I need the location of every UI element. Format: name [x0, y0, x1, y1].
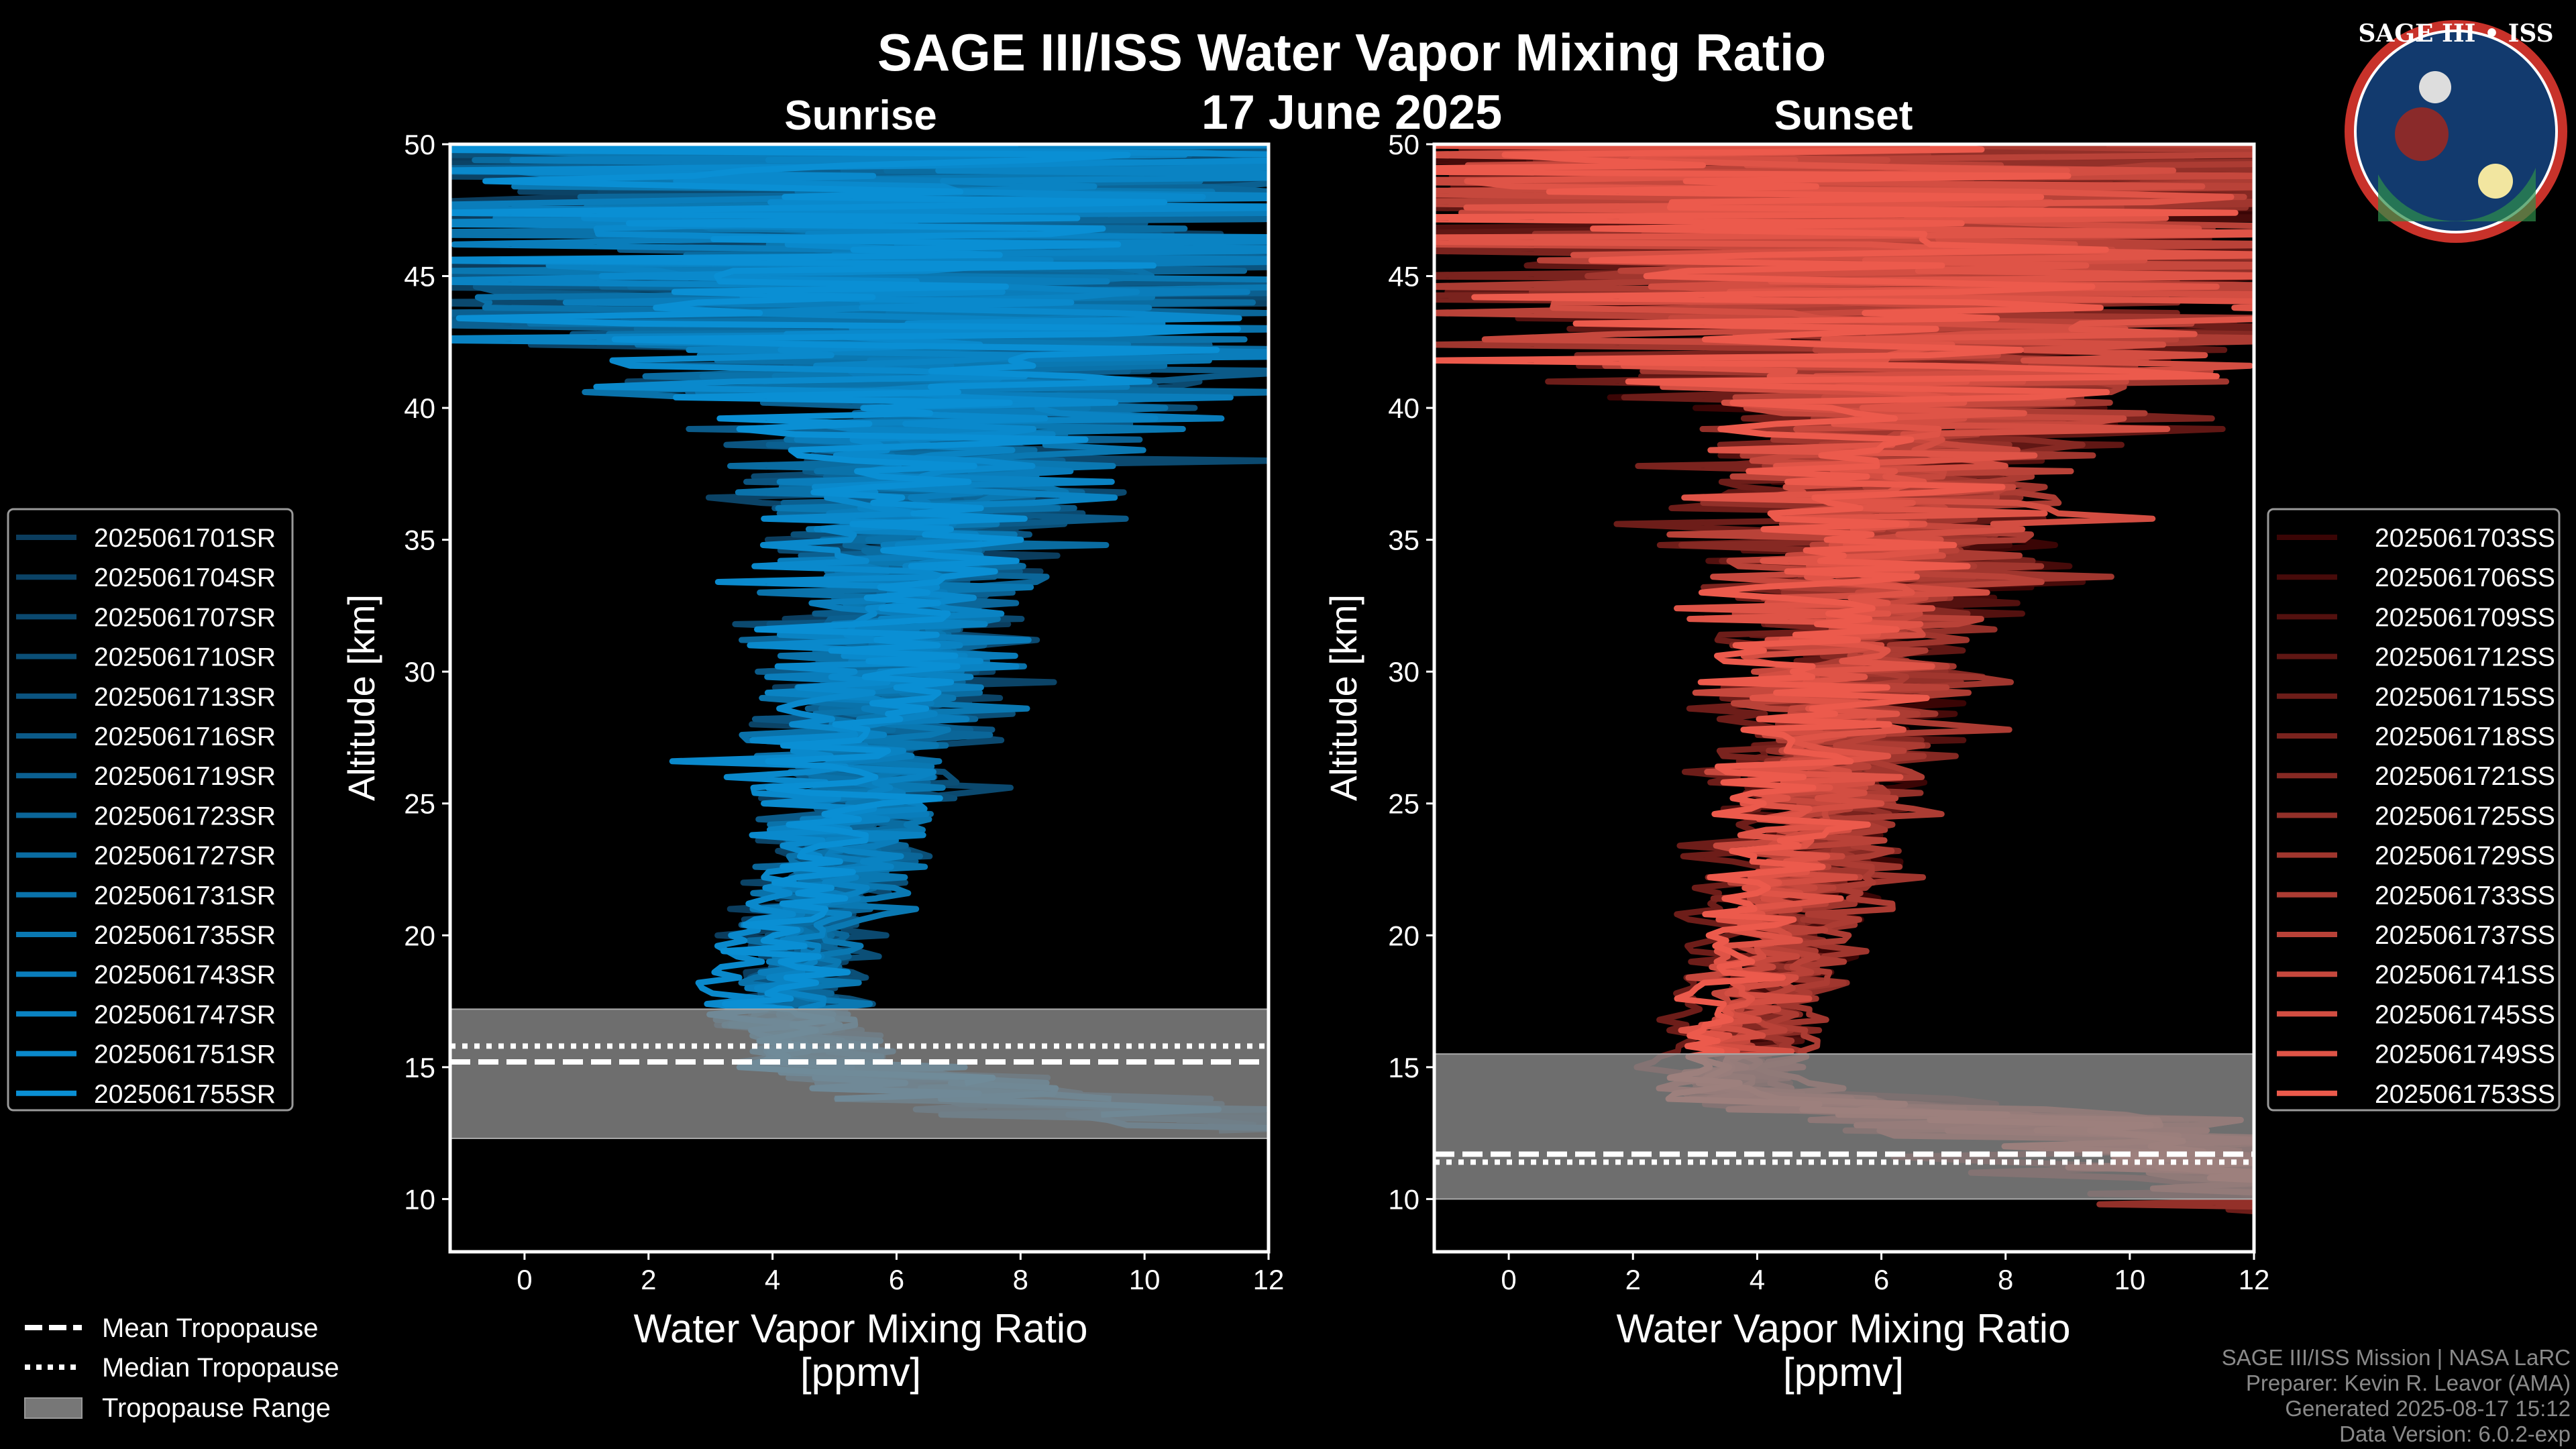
- legend-label: 2025061709SS: [2375, 603, 2555, 632]
- credit-line: Generated 2025-08-17 15:12: [2285, 1396, 2571, 1421]
- legend-mean-tropopause: Mean Tropopause: [102, 1313, 318, 1343]
- y-tick-label: 35: [404, 525, 435, 556]
- x-tick-label: 12: [2239, 1264, 2270, 1295]
- y-tick-label: 40: [404, 392, 435, 424]
- y-tick-label: 25: [1388, 788, 1419, 820]
- legend-label: 2025061755SR: [94, 1080, 276, 1109]
- x-tick-label: 4: [1750, 1264, 1765, 1295]
- y-tick-label: 20: [1388, 920, 1419, 951]
- legend-tropopause-range: Tropopause Range: [102, 1393, 331, 1423]
- legend-label: 2025061753SS: [2375, 1080, 2555, 1109]
- legend-label: 2025061723SR: [94, 802, 276, 830]
- legend-label: 2025061751SR: [94, 1040, 276, 1069]
- x-tick-label: 10: [1129, 1264, 1161, 1295]
- legend-label: 2025061704SR: [94, 564, 276, 592]
- x-tick-label: 0: [1501, 1264, 1516, 1295]
- legend-label: 2025061703SS: [2375, 524, 2555, 553]
- y-tick-label: 35: [1388, 525, 1419, 556]
- y-tick-label: 45: [1388, 261, 1419, 292]
- legend-label: 2025061725SS: [2375, 802, 2555, 830]
- y-tick-label: 15: [404, 1052, 435, 1083]
- legend-label: 2025061741SS: [2375, 961, 2555, 989]
- y-axis-label-sunrise: Altitude [km]: [340, 594, 382, 801]
- legend-label: 2025061745SS: [2375, 1000, 2555, 1029]
- y-tick-label: 10: [404, 1183, 435, 1215]
- y-tick-label: 10: [1388, 1183, 1419, 1215]
- legend-tropopause-range-swatch: [24, 1397, 83, 1419]
- x-tick-label: 4: [765, 1264, 780, 1295]
- credit-line: Data Version: 6.0.2-exp: [2339, 1421, 2571, 1446]
- sunrise-plot: 0 2 4 6 8 10 12 10 15 20 25 30 35 40 45 50: [404, 129, 1285, 1295]
- legend-label: 2025061733SS: [2375, 881, 2555, 910]
- x-tick-label: 6: [889, 1264, 904, 1295]
- axes-frame: [1432, 142, 2256, 1254]
- panel-title-sunset: Sunset: [1774, 93, 1913, 139]
- legend-label: 2025061729SS: [2375, 842, 2555, 871]
- x-tick-label: 2: [641, 1264, 656, 1295]
- legend-label: 2025061727SR: [94, 842, 276, 871]
- x-axis-unit-sunrise: [ppmv]: [800, 1350, 921, 1395]
- sunrise-legend: 2025061701SR 2025061704SR 2025061707SR 2025…: [7, 508, 294, 1112]
- y-tick-label: 40: [1388, 392, 1419, 424]
- tropopause-legend: Mean Tropopause Median Tropopause Tropop…: [24, 1313, 339, 1423]
- panel-title-sunrise: Sunrise: [784, 93, 936, 139]
- profile-line-2025061729SS: [1434, 144, 2254, 1178]
- credits: SAGE III/ISS Mission | NASA LaRC Prepare…: [2222, 1345, 2571, 1446]
- x-tick-label: 10: [2114, 1264, 2145, 1295]
- figure-date: 17 June 2025: [1201, 86, 1502, 140]
- legend-label: 2025061721SS: [2375, 762, 2555, 791]
- legend-label: 2025061747SR: [94, 1000, 276, 1029]
- legend-label: 2025061710SR: [94, 643, 276, 672]
- y-tick-label: 20: [404, 920, 435, 951]
- tropopause-range-band: [450, 1008, 1269, 1139]
- x-tick-label: 12: [1253, 1264, 1285, 1295]
- legend-label: 2025061719SR: [94, 762, 276, 791]
- legend-label: 2025061731SR: [94, 881, 276, 910]
- x-axis-label-sunrise: Water Vapor Mixing Ratio: [634, 1306, 1088, 1351]
- y-tick-label: 45: [404, 261, 435, 292]
- y-tick-label: 15: [1388, 1052, 1419, 1083]
- legend-median-tropopause: Median Tropopause: [102, 1353, 339, 1383]
- x-tick-label: 8: [1013, 1264, 1028, 1295]
- y-tick-label: 30: [1388, 656, 1419, 688]
- legend-label: 2025061712SS: [2375, 643, 2555, 672]
- y-tick-label: 50: [1388, 129, 1419, 160]
- tropopause-range-band: [1434, 1053, 2254, 1200]
- x-axis-unit-sunset: [ppmv]: [1783, 1350, 1904, 1395]
- legend-label: 2025061749SS: [2375, 1040, 2555, 1069]
- legend-label: 2025061743SR: [94, 961, 276, 989]
- credit-line: SAGE III/ISS Mission | NASA LaRC: [2222, 1345, 2571, 1370]
- axes-frame: [448, 142, 1271, 1254]
- legend-label: 2025061735SR: [94, 921, 276, 950]
- legend-label: 2025061713SR: [94, 683, 276, 712]
- credit-line: Preparer: Kevin R. Leavor (AMA): [2246, 1371, 2571, 1395]
- legend-label: 2025061718SS: [2375, 722, 2555, 751]
- legend-label: 2025061706SS: [2375, 564, 2555, 592]
- profile-line-2025061755SR: [450, 144, 1241, 1086]
- legend-label: 2025061715SS: [2375, 683, 2555, 712]
- y-axis-label-sunset: Altitude [km]: [1322, 594, 1364, 801]
- legend-label: 2025061701SR: [94, 524, 276, 553]
- x-tick-label: 2: [1625, 1264, 1641, 1295]
- x-tick-label: 0: [517, 1264, 532, 1295]
- logo-text: SAGE III • ISS: [2358, 19, 2553, 48]
- sage-iii-iss-logo: SAGE III • ISS: [2345, 19, 2567, 243]
- figure-title: SAGE III/ISS Water Vapor Mixing Ratio: [877, 23, 1826, 82]
- sunset-legend: 2025061703SS 2025061706SS 2025061709SS 2025…: [2267, 508, 2561, 1112]
- profile-line-2025061753SS: [1434, 144, 2254, 1183]
- x-axis-label-sunset: Water Vapor Mixing Ratio: [1617, 1306, 2071, 1351]
- sunset-plot: 0 2 4 6 8 10 12 10 15 20 25 30 35 40 45 50: [1388, 129, 2270, 1295]
- y-tick-label: 25: [404, 788, 435, 820]
- legend-label: 2025061707SR: [94, 603, 276, 632]
- y-tick-label: 30: [404, 656, 435, 688]
- x-tick-label: 8: [1998, 1264, 2013, 1295]
- y-tick-label: 50: [404, 129, 435, 160]
- legend-label: 2025061737SS: [2375, 921, 2555, 950]
- x-tick-label: 6: [1874, 1264, 1889, 1295]
- legend-label: 2025061716SR: [94, 722, 276, 751]
- profile-line-2025061749SS: [1434, 144, 2254, 1180]
